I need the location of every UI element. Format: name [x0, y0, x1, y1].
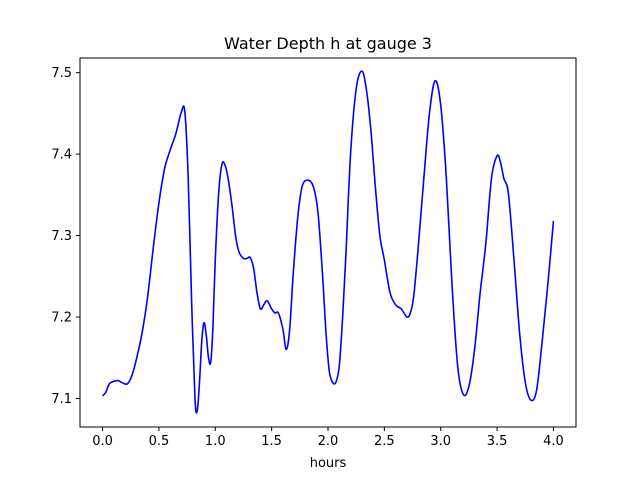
y-tick-label: 7.5: [51, 66, 72, 81]
x-tick-label: 4.0: [543, 434, 564, 449]
x-tick-label: 3.5: [487, 434, 508, 449]
y-tick-label: 7.4: [51, 148, 72, 163]
x-tick-label: 1.0: [205, 434, 226, 449]
x-tick-label: 2.0: [318, 434, 339, 449]
x-tick-label: 1.5: [261, 434, 282, 449]
chart-title: Water Depth h at gauge 3: [224, 34, 432, 53]
x-tick-label: 0.5: [149, 434, 170, 449]
x-axis-label: hours: [310, 456, 347, 471]
y-axis: 7.1 7.2 7.3 7.4 7.5: [51, 66, 80, 407]
y-tick-label: 7.2: [51, 311, 72, 326]
plot-area: [101, 70, 555, 414]
x-tick-label: 0.0: [92, 434, 113, 449]
y-tick-label: 7.3: [51, 229, 72, 244]
series-line-0: [101, 70, 555, 414]
x-tick-label: 2.5: [374, 434, 395, 449]
x-axis: 0.0 0.5 1.0 1.5 2.0 2.5 3.0 3.5 4.0: [92, 427, 564, 449]
x-tick-label: 3.0: [430, 434, 451, 449]
y-tick-label: 7.1: [51, 392, 72, 407]
